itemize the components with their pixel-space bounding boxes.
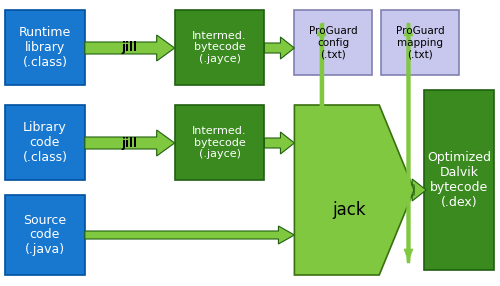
Polygon shape xyxy=(294,105,414,275)
Text: Library
code
(.class): Library code (.class) xyxy=(22,121,68,164)
Text: ProGuard
mapping
(.txt): ProGuard mapping (.txt) xyxy=(396,26,444,59)
FancyArrow shape xyxy=(264,37,294,59)
Text: Source
code
(.java): Source code (.java) xyxy=(24,214,66,257)
Text: Intermed.
bytecode
(.jayce): Intermed. bytecode (.jayce) xyxy=(192,126,247,159)
Text: ProGuard
config
(.txt): ProGuard config (.txt) xyxy=(309,26,358,59)
Bar xyxy=(174,10,264,85)
Text: jill: jill xyxy=(122,41,138,55)
Text: Optimized
Dalvik
bytecode
(.dex): Optimized Dalvik bytecode (.dex) xyxy=(427,151,491,209)
Bar xyxy=(5,195,85,275)
FancyArrow shape xyxy=(85,226,294,244)
Text: Runtime
library
(.class): Runtime library (.class) xyxy=(19,26,71,69)
FancyArrow shape xyxy=(85,35,174,61)
Text: jill: jill xyxy=(122,136,138,150)
FancyArrow shape xyxy=(264,132,294,154)
Bar xyxy=(5,10,85,85)
Bar xyxy=(294,10,372,75)
Text: Intermed.
bytecode
(.jayce): Intermed. bytecode (.jayce) xyxy=(192,31,247,64)
FancyArrow shape xyxy=(412,179,426,201)
FancyArrow shape xyxy=(317,24,326,261)
Text: jack: jack xyxy=(332,201,366,219)
Bar xyxy=(381,10,459,75)
Bar xyxy=(174,105,264,180)
FancyArrow shape xyxy=(404,24,413,261)
Bar xyxy=(424,90,494,270)
Bar xyxy=(5,105,85,180)
FancyArrow shape xyxy=(85,130,174,156)
FancyArrow shape xyxy=(317,24,326,261)
FancyArrow shape xyxy=(404,24,413,261)
